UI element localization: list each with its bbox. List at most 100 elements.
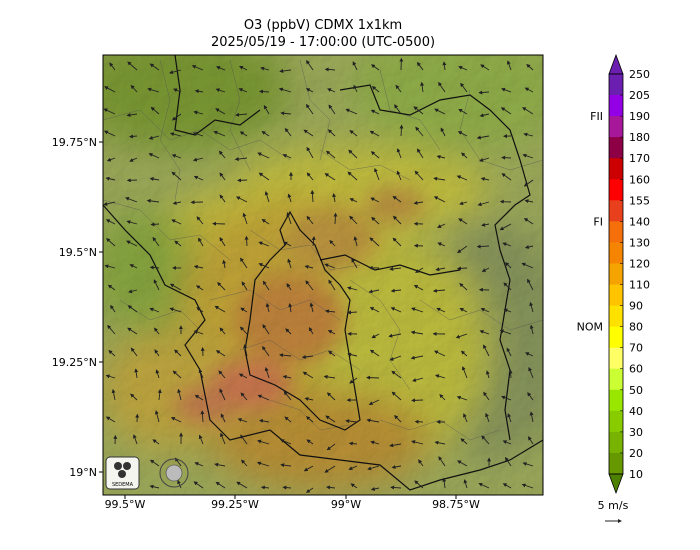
- wind-arrow: [522, 107, 534, 115]
- wind-arrow: [458, 65, 468, 71]
- wind-arrow: [410, 330, 424, 335]
- colorbar-extend-bottom: [608, 473, 624, 495]
- wind-arrow: [347, 171, 358, 181]
- wind-arrow: [502, 440, 512, 445]
- wind-arrow: [105, 176, 116, 181]
- wind-arrow: [193, 264, 204, 269]
- colorbar-segment: [609, 263, 623, 286]
- wind-arrow: [214, 305, 226, 313]
- wind-arrow: [194, 89, 204, 94]
- wind-arrow: [305, 487, 314, 493]
- cdmx-government-seal-icon: [159, 458, 189, 488]
- wind-arrow: [370, 440, 380, 445]
- colorbar-tick-label: 30: [629, 426, 643, 439]
- wind-arrow: [308, 327, 314, 335]
- wind-arrow: [244, 235, 249, 247]
- wind-arrow: [105, 374, 116, 379]
- wind-arrow: [104, 264, 116, 269]
- wind-arrow: [366, 418, 380, 423]
- wind-arrow: [414, 480, 424, 489]
- wind-arrow: [174, 349, 182, 357]
- wind-arrow: [529, 411, 534, 423]
- wind-arrow: [240, 392, 248, 401]
- wind-arrow: [302, 371, 314, 379]
- wind-arrow: [438, 456, 446, 467]
- colorbar-frame: [608, 73, 624, 475]
- wind-arrow: [499, 329, 512, 335]
- wind-arrow: [107, 324, 116, 335]
- wind-arrow: [370, 64, 380, 71]
- wind-arrow: [194, 462, 204, 467]
- wind-arrow: [413, 200, 424, 205]
- wind-arrow: [154, 349, 160, 357]
- chart-subtitle: 2025/05/19 - 17:00:00 (UTC-0500): [210, 35, 436, 50]
- wind-arrow: [109, 62, 116, 71]
- wind-arrow: [328, 279, 336, 291]
- wind-arrow: [283, 241, 292, 247]
- wind-arrow: [105, 219, 116, 225]
- wind-arrow: [172, 370, 182, 379]
- wind-arrow: [260, 485, 270, 490]
- wind-arrow: [480, 307, 490, 313]
- wind-arrow: [126, 240, 138, 247]
- wind-arrow: [150, 106, 160, 115]
- wind-arrow: [329, 239, 336, 247]
- wind-arrow: [170, 417, 182, 423]
- wind-arrow: [234, 157, 248, 162]
- colorbar-tick-label: 190: [629, 110, 650, 123]
- state-boundaries: [103, 55, 543, 491]
- wind-arrow: [459, 201, 468, 206]
- terrain-shading: [103, 55, 543, 495]
- wind-arrow: [107, 284, 116, 291]
- wind-arrow: [154, 410, 160, 423]
- wind-arrow: [370, 486, 380, 491]
- wind-arrow: [149, 177, 160, 181]
- wind-arrow: [456, 266, 468, 271]
- colorbar-segment: [609, 305, 623, 328]
- wind-arrow: [413, 106, 424, 115]
- wind-arrow: [460, 82, 468, 93]
- wind-arrow: [130, 84, 138, 93]
- wind-arrow: [177, 388, 182, 401]
- wind-arrow: [396, 170, 402, 181]
- wind-arrow: [155, 369, 160, 379]
- wind-arrow: [390, 485, 402, 490]
- wind-arrow: [198, 237, 204, 247]
- wind-arrow: [434, 440, 446, 445]
- wind-arrow: [348, 149, 358, 159]
- wind-arrow: [389, 443, 402, 448]
- wind-arrow: [279, 353, 292, 358]
- colorbar-tick-label: 180: [629, 131, 650, 144]
- colorbar-segment: [609, 158, 623, 180]
- wind-arrow: [503, 308, 512, 313]
- wind-arrow: [311, 236, 316, 247]
- wind-arrow: [411, 398, 424, 403]
- wind-arrow: [389, 266, 402, 271]
- wind-arrow: [260, 66, 270, 71]
- wind-arrow: [306, 146, 314, 159]
- wind-arrow: [438, 81, 446, 93]
- wind-arrow: [370, 109, 380, 115]
- wind-arrow: [442, 477, 447, 489]
- wind-arrow: [435, 374, 446, 379]
- wind-arrow: [394, 104, 402, 115]
- wind-arrow: [323, 374, 336, 379]
- colorbar-tick-label: 140: [629, 215, 650, 228]
- wind-arrow: [501, 395, 512, 401]
- wind-arrow: [104, 86, 116, 93]
- wind-arrow: [148, 135, 160, 140]
- wind-arrow: [169, 307, 182, 313]
- wind-arrow: [521, 262, 534, 269]
- wind-arrow: [219, 194, 226, 203]
- wind-arrow: [236, 481, 248, 489]
- wind-arrow: [349, 377, 358, 384]
- wind-arrow: [522, 462, 534, 467]
- wind-arrow: [412, 377, 424, 382]
- wind-arrow: [499, 223, 512, 231]
- wind-arrow: [370, 197, 380, 203]
- wind-arrow: [479, 157, 490, 162]
- wind-arrow: [411, 307, 424, 313]
- wind-arrow: [476, 135, 490, 140]
- wind-arrow: [278, 87, 292, 93]
- wind-arrow: [177, 479, 182, 489]
